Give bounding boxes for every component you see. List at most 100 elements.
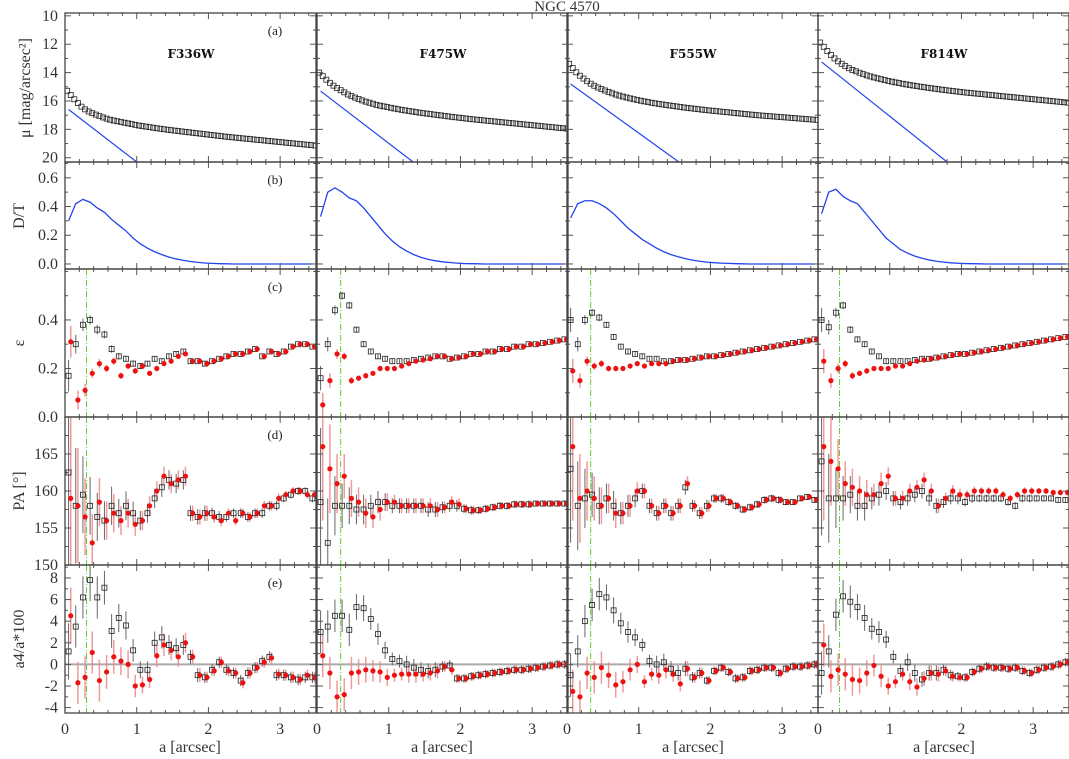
pa-square-point [567,465,574,472]
mu-point [652,100,659,107]
a4-square-point [617,620,624,627]
a4-red-point [1029,670,1035,676]
pa-square-point [840,495,846,502]
mu-point [594,84,601,91]
mu-point [370,100,376,107]
a4-red-point [943,668,949,674]
mu-point [243,135,250,142]
eps-square-point [825,324,832,331]
eps-red-point [254,346,260,352]
mu-point [474,116,480,123]
pa-red-point [492,504,498,510]
pa-square-point [854,502,861,509]
panel-plot-area [567,60,818,162]
mu-point [538,123,545,129]
eps-square-point [382,355,389,362]
mu-point [229,134,235,141]
a4-red-point [1043,665,1049,671]
a4-red-point [182,640,189,646]
pa-red-point [849,484,856,490]
mu-point [806,116,813,123]
a4-square-point [353,604,360,611]
mu-point [463,115,470,122]
x-tick-label: 3 [1029,721,1037,738]
eps-red-point [1021,341,1028,347]
pa-square-point [332,502,338,509]
mu-point [567,60,573,67]
a4-square-point [151,639,158,646]
a4-red-point [627,667,633,673]
eps-red-point [598,361,605,367]
mu-point [627,95,634,102]
a4-red-point [950,673,956,679]
pa-red-point [1014,492,1020,498]
a4-red-point [348,670,355,676]
pa-square-point [947,495,954,502]
a4-red-point [261,659,267,665]
a4-red-point [835,667,841,673]
a4-red-point [168,647,174,653]
a4-red-point [577,694,583,700]
eps-red-point [613,365,619,372]
mu-point [985,91,992,98]
mu-point [813,116,818,123]
a4-red-point [154,653,160,659]
mu-point [466,116,473,122]
panel-eps-F336W: 0.0 0.2 0.4 (c) [38,268,317,426]
panel-frame [566,12,819,163]
eps-red-point [971,350,977,356]
mu-point [402,107,409,114]
eps-red-point [225,353,232,359]
mu-point [534,122,541,129]
mu-point [236,135,243,141]
eps-red-point [327,378,333,384]
panel-letter: (a) [268,23,282,38]
pa-red-point [154,488,160,494]
pa-red-point [406,503,412,509]
mu-point [114,118,121,125]
a4-square-point [410,664,417,671]
pa-red-point [620,510,626,516]
pa-red-point [218,518,224,524]
mu-point [247,136,253,142]
eps-red-point [964,351,970,357]
panel-plot-area [65,87,316,162]
a4-red-point [96,677,103,684]
a4-red-point [713,668,719,674]
a4-red-point [254,665,260,671]
pa-red-point [96,499,103,505]
a4-red-point [549,662,555,669]
y-tick-label: 0.0 [38,409,58,426]
y-tick-label: 16 [42,93,58,110]
panel-pa-F555W [566,416,819,566]
panel-pa-F336W: 150 155 160 165 (d) [34,416,317,574]
a4-red-point [528,666,534,672]
mu-point [759,112,766,119]
pa-red-point [111,510,117,516]
mu-point [222,133,228,140]
panel-letter: (c) [268,279,282,294]
pa-red-point [268,503,275,509]
mu-point [157,125,164,132]
eps-square-point [589,309,595,316]
a4-red-point [935,671,942,677]
a4-red-point [311,674,316,680]
eps-red-point [75,397,81,403]
eps-red-point [699,354,705,361]
eps-red-point [276,351,282,357]
panel-plot-area [567,269,818,417]
eps-square-point [115,353,122,360]
panel-eps-F814W [817,268,1069,418]
disk-model-line [320,90,414,162]
mu-point [756,112,763,119]
mu-point [409,108,416,115]
mu-point [799,115,806,122]
pa-red-point [677,503,683,509]
pa-red-point [605,495,612,501]
eps-red-point [706,353,712,359]
panel-plot-area [570,200,815,265]
eps-red-point [856,370,863,376]
a4-red-point [406,671,412,677]
mu-point [448,113,455,120]
pa-red-point [341,473,347,479]
